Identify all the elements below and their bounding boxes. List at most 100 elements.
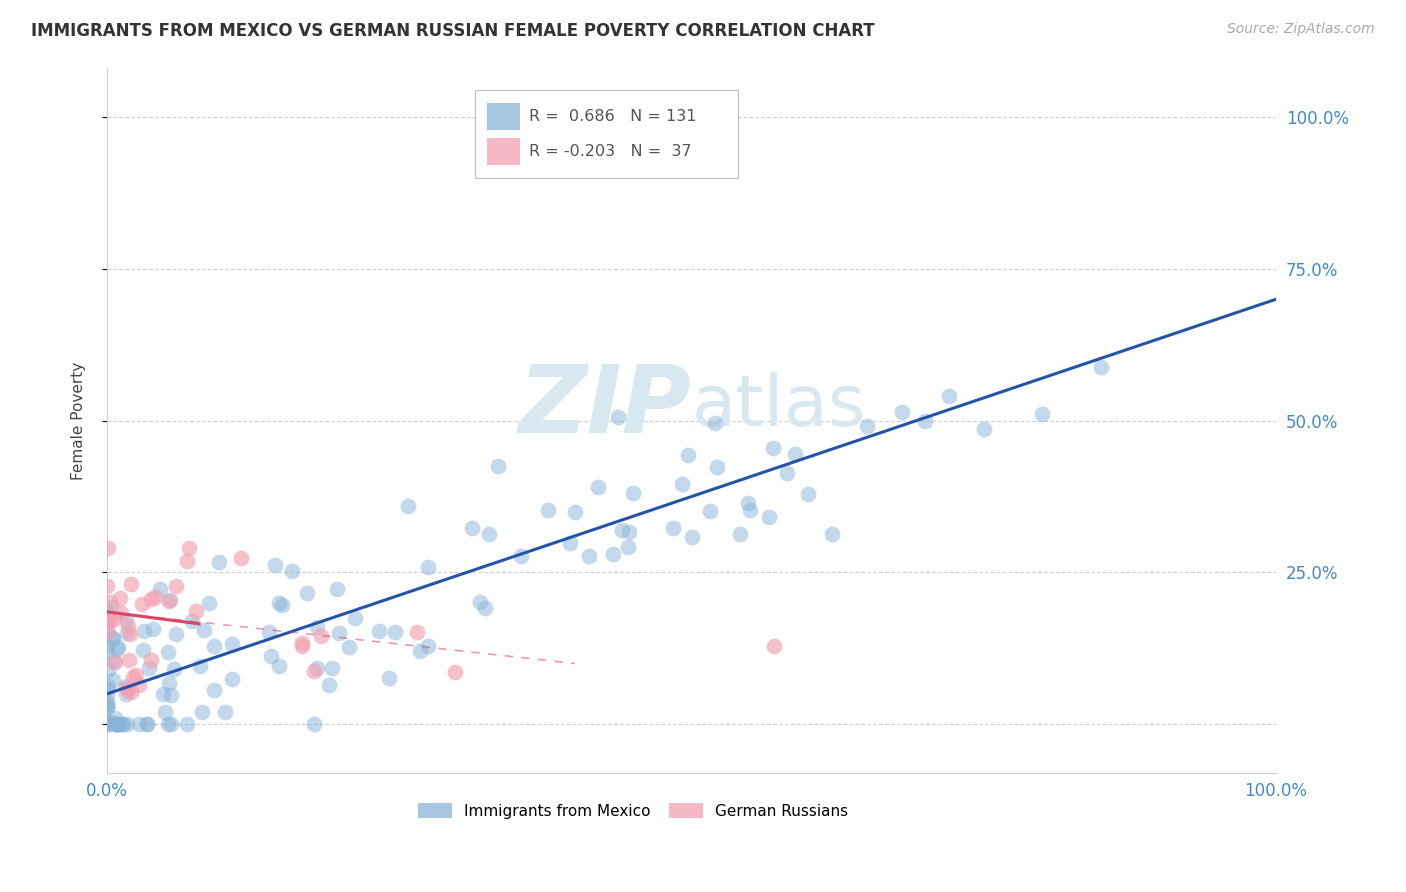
Point — [110, 717, 132, 731]
Point — [143, 590, 166, 604]
Point — [763, 639, 786, 653]
Point — [96, 700, 118, 714]
Point — [204, 683, 226, 698]
Point — [115, 679, 138, 693]
Point — [105, 717, 128, 731]
Point — [103, 655, 125, 669]
Point — [135, 717, 157, 731]
Point — [155, 705, 177, 719]
Bar — [486, 103, 520, 130]
Point — [157, 717, 180, 731]
Point — [191, 705, 214, 719]
Point — [121, 670, 143, 684]
Point — [208, 555, 231, 569]
Point — [214, 705, 236, 719]
Point — [281, 565, 304, 579]
Point — [96, 625, 118, 640]
Point — [797, 486, 820, 500]
Point — [101, 631, 124, 645]
Point — [149, 582, 172, 596]
Legend: Immigrants from Mexico, German Russians: Immigrants from Mexico, German Russians — [412, 797, 853, 825]
Text: ZIP: ZIP — [519, 360, 692, 452]
Point — [586, 480, 609, 494]
Point — [100, 599, 122, 614]
Text: R =  0.686   N = 131: R = 0.686 N = 131 — [529, 109, 696, 124]
Point — [267, 659, 290, 673]
Point — [115, 717, 138, 731]
Point — [159, 593, 181, 607]
Point — [198, 596, 221, 610]
Point — [103, 654, 125, 668]
Point — [193, 623, 215, 637]
Point — [578, 549, 600, 564]
Point — [295, 586, 318, 600]
Point — [128, 717, 150, 731]
Point — [97, 717, 120, 731]
Point — [96, 622, 118, 636]
Point — [328, 625, 350, 640]
Text: atlas: atlas — [692, 372, 866, 441]
Point — [139, 592, 162, 607]
Text: R = -0.203   N =  37: R = -0.203 N = 37 — [529, 145, 692, 159]
Point — [384, 625, 406, 640]
Point — [120, 576, 142, 591]
Point — [104, 711, 127, 725]
Point — [1090, 359, 1112, 374]
Point — [269, 596, 291, 610]
Point — [96, 715, 118, 730]
Point — [117, 619, 139, 633]
Point — [176, 717, 198, 731]
Point — [706, 459, 728, 474]
Point — [617, 540, 640, 554]
Point — [96, 695, 118, 709]
Point — [368, 624, 391, 638]
Point — [264, 558, 287, 572]
Point — [291, 636, 314, 650]
Point — [128, 678, 150, 692]
Point — [221, 637, 243, 651]
Point — [478, 526, 501, 541]
Point — [671, 477, 693, 491]
Point — [856, 419, 879, 434]
Point — [105, 642, 128, 657]
Point — [1031, 407, 1053, 421]
Point — [321, 661, 343, 675]
Point — [738, 502, 761, 516]
Point — [138, 660, 160, 674]
Text: Source: ZipAtlas.com: Source: ZipAtlas.com — [1227, 22, 1375, 37]
Point — [728, 526, 751, 541]
Point — [973, 422, 995, 436]
Point — [97, 541, 120, 556]
Bar — [486, 138, 520, 165]
Point — [97, 663, 120, 677]
Point — [163, 662, 186, 676]
Point — [758, 509, 780, 524]
Point — [474, 600, 496, 615]
Point — [96, 699, 118, 714]
Point — [311, 629, 333, 643]
Point — [104, 717, 127, 731]
Point — [103, 673, 125, 687]
Point — [202, 640, 225, 654]
Point — [156, 645, 179, 659]
Point — [141, 653, 163, 667]
Point — [118, 652, 141, 666]
Point — [318, 678, 340, 692]
Text: IMMIGRANTS FROM MEXICO VS GERMAN RUSSIAN FEMALE POVERTY CORRELATION CHART: IMMIGRANTS FROM MEXICO VS GERMAN RUSSIAN… — [31, 22, 875, 40]
Point — [97, 717, 120, 731]
Point — [120, 627, 142, 641]
FancyBboxPatch shape — [475, 90, 738, 178]
Point — [271, 598, 294, 612]
Point — [762, 441, 785, 455]
Point — [291, 639, 314, 653]
Point — [302, 717, 325, 731]
Point — [181, 615, 204, 629]
Point — [699, 503, 721, 517]
Point — [510, 549, 533, 563]
Point — [610, 523, 633, 537]
Point — [132, 643, 155, 657]
Y-axis label: Female Poverty: Female Poverty — [72, 361, 86, 480]
Point — [103, 612, 125, 626]
Point — [307, 620, 329, 634]
Point — [188, 659, 211, 673]
